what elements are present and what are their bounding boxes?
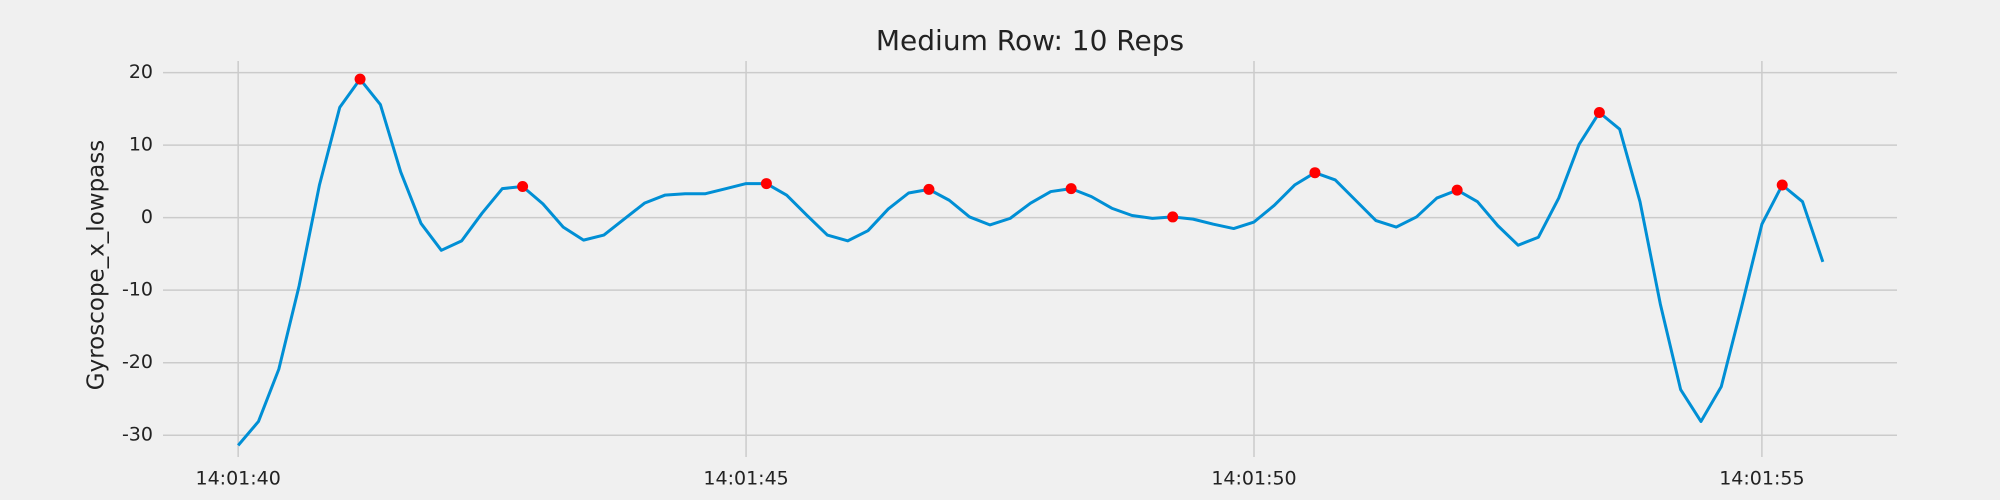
peak-marker bbox=[1451, 184, 1463, 196]
y-tick-label: 10 bbox=[129, 134, 153, 156]
x-tick-label: 14:01:45 bbox=[703, 468, 788, 490]
peak-marker bbox=[923, 183, 935, 195]
x-tick-label: 14:01:50 bbox=[1211, 468, 1296, 490]
y-tick-label: -20 bbox=[122, 351, 153, 373]
peak-marker bbox=[517, 180, 529, 192]
x-tick-label: 14:01:40 bbox=[195, 468, 280, 490]
peak-marker bbox=[1167, 211, 1179, 223]
y-tick-label: 20 bbox=[129, 61, 153, 83]
y-axis-label: Gyroscope_x_lowpass bbox=[84, 140, 110, 390]
y-tick-label: -30 bbox=[122, 424, 153, 446]
peak-marker bbox=[1593, 106, 1605, 118]
peak-marker bbox=[1776, 179, 1788, 191]
peak-marker bbox=[1065, 183, 1077, 195]
chart-title: Medium Row: 10 Reps bbox=[876, 24, 1184, 57]
peak-marker bbox=[1309, 167, 1321, 179]
peak-marker bbox=[354, 73, 366, 85]
y-tick-label: 0 bbox=[141, 206, 153, 228]
x-tick-label: 14:01:55 bbox=[1719, 468, 1804, 490]
data-line bbox=[237, 77, 1825, 447]
y-tick-label: -10 bbox=[122, 279, 153, 301]
peak-marker bbox=[760, 178, 772, 190]
